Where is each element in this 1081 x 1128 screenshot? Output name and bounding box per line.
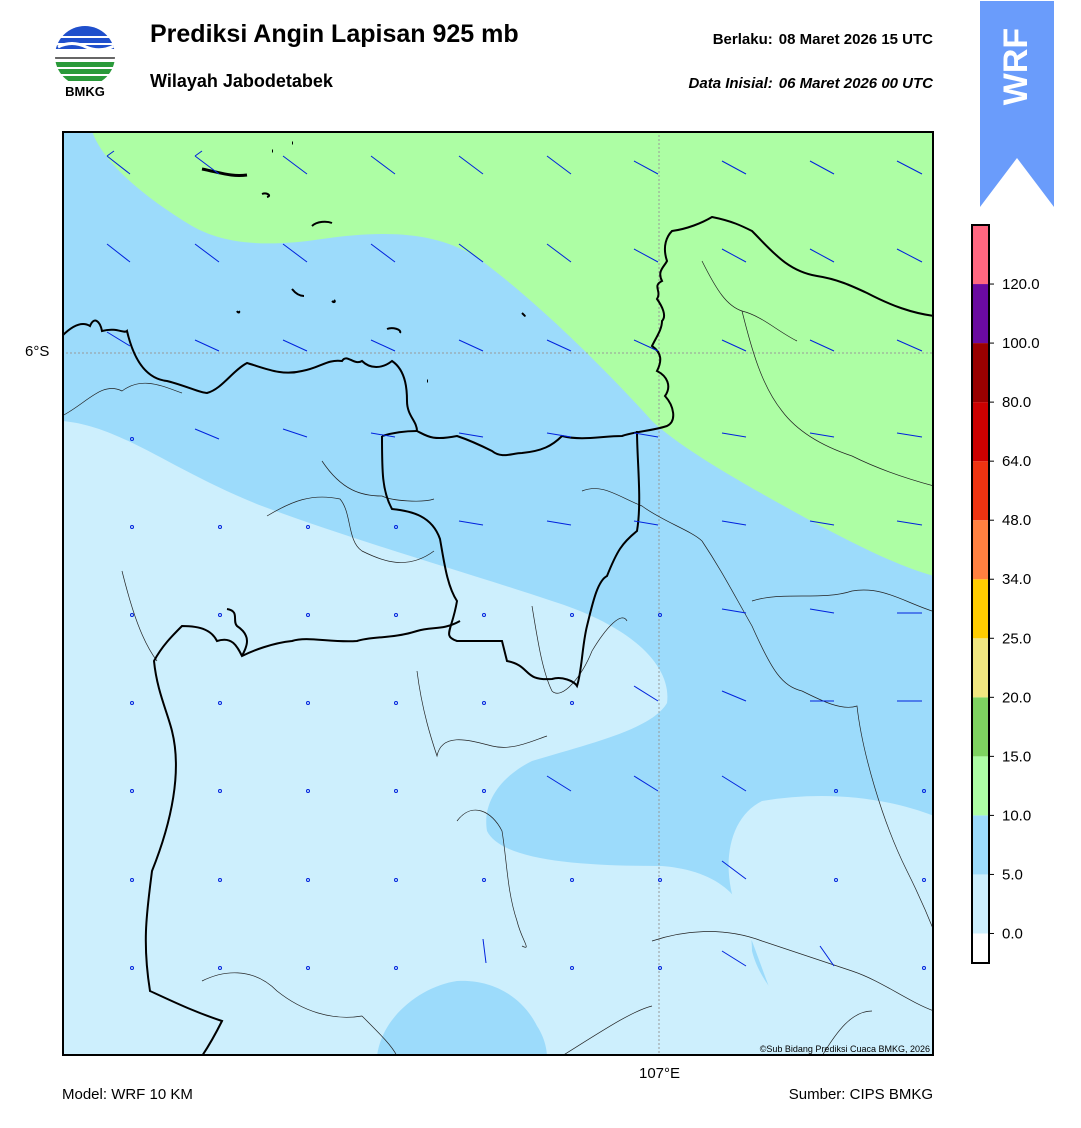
colorbar-tick-label: 10.0 [1002, 807, 1031, 824]
wind-band-5-10-south [377, 980, 547, 1056]
colorbar-tick-label: 64.0 [1002, 453, 1031, 470]
colorbar-segment [972, 343, 989, 403]
colorbar-frame [971, 224, 990, 964]
colorbar-tick-label: 120.0 [1002, 276, 1040, 293]
colorbar-tick-label: 48.0 [1002, 512, 1031, 529]
wrf-badge-shape [980, 1, 1054, 207]
colorbar-tick-label: 15.0 [1002, 748, 1031, 765]
wind-map-svg: ©Sub Bidang Prediksi Cuaca BMKG, 2026 [62, 131, 934, 1056]
wind-map: ©Sub Bidang Prediksi Cuaca BMKG, 2026 [62, 131, 934, 1056]
page-title: Prediksi Angin Lapisan 925 mb [150, 20, 519, 48]
bmkg-logo: BMKG [50, 20, 120, 104]
colorbar-segment [972, 225, 989, 285]
wrf-badge-text: WRF [997, 27, 1036, 105]
valid-time-label: Berlaku: [712, 31, 773, 48]
colorbar-svg: 0.0 5.0 10.0 15.0 20.0 25.0 34.0 48.0 64.0 80.0 10… [971, 224, 1040, 964]
colorbar-segment [972, 815, 989, 875]
colorbar-segment [972, 638, 989, 698]
init-time-value: 06 Maret 2026 00 UTC [778, 75, 933, 92]
init-time-label: Data Inisial: [688, 75, 773, 92]
colorbar-tick-label: 5.0 [1002, 866, 1023, 883]
colorbar-tick-label: 20.0 [1002, 689, 1031, 706]
district-boundaries [62, 260, 934, 1056]
colorbar-segment [972, 933, 989, 963]
map-frame [62, 131, 934, 1056]
source-label: Sumber: CIPS BMKG [788, 1086, 933, 1103]
init-time: Data Inisial: 06 Maret 2026 00 UTC [683, 75, 933, 92]
latitude-label: 6°S [25, 343, 50, 360]
wind-band-calm-west [62, 421, 852, 1056]
colorbar-segment [972, 756, 989, 816]
model-label: Model: WRF 10 KM [62, 1086, 193, 1103]
colorbar-segment [972, 697, 989, 757]
coastlines [62, 141, 934, 457]
colorbar-segment [972, 402, 989, 462]
logo-text: BMKG [65, 84, 105, 99]
colorbar-tick-label: 100.0 [1002, 335, 1040, 352]
colorbar: 0.0 5.0 10.0 15.0 20.0 25.0 34.0 48.0 64.0 80.0 10… [960, 215, 1081, 975]
longitude-label: 107°E [639, 1065, 681, 1082]
colorbar-segment [972, 874, 989, 934]
colorbar-segment [972, 520, 989, 580]
wind-band-10-15 [92, 131, 934, 576]
colorbar-tick-label: 25.0 [1002, 630, 1031, 647]
wrf-badge: WRF [980, 1, 1054, 207]
colorbar-tick-label: 34.0 [1002, 571, 1031, 588]
page-subtitle: Wilayah Jabodetabek [150, 71, 333, 91]
colorbar-segment [972, 579, 989, 639]
colorbar-segment [972, 461, 989, 521]
wind-barbs [106, 150, 923, 967]
map-credit: ©Sub Bidang Prediksi Cuaca BMKG, 2026 [760, 1044, 930, 1054]
calm-markers [130, 437, 926, 970]
colorbar-tick-label: 0.0 [1002, 925, 1023, 942]
colorbar-segment [972, 284, 989, 344]
colorbar-tick-label: 80.0 [1002, 394, 1031, 411]
valid-time-value: 08 Maret 2026 15 UTC [778, 31, 933, 48]
valid-time: Berlaku: 08 Maret 2026 15 UTC [707, 31, 933, 48]
bmkg-logo-icon [55, 26, 115, 86]
wind-band-calm-east [728, 796, 934, 1056]
